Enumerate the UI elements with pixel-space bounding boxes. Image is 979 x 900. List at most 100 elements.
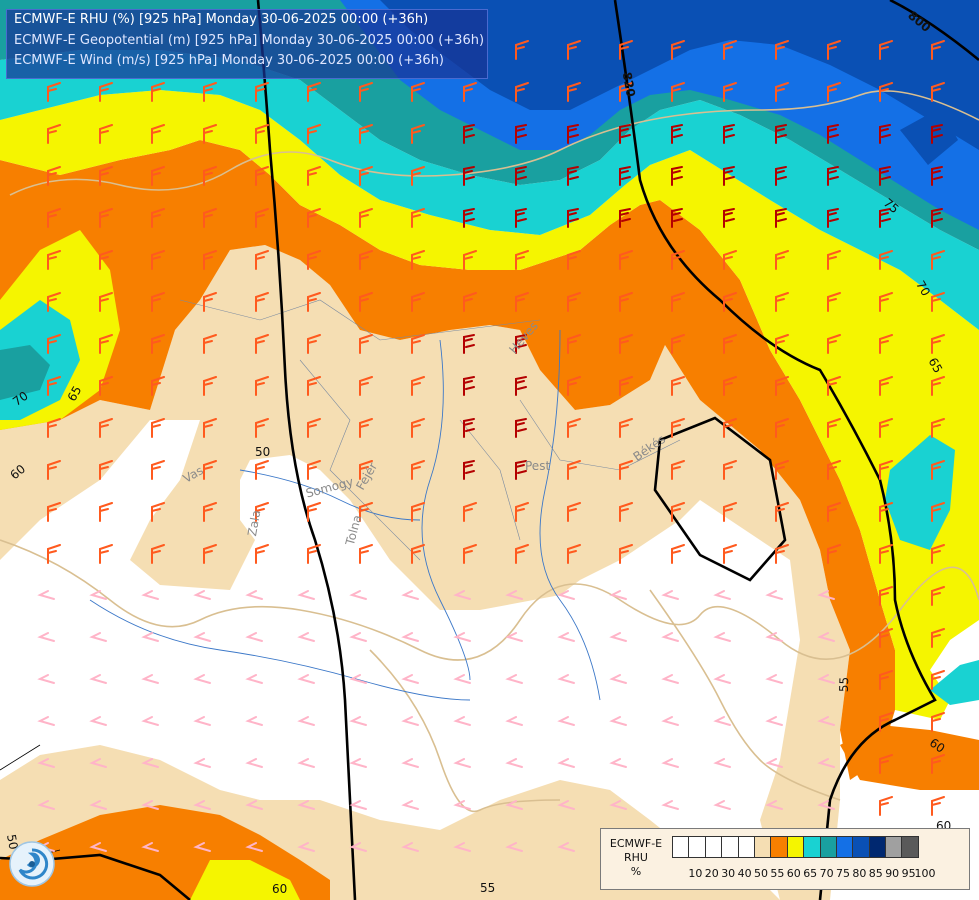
wind-barb	[463, 460, 475, 480]
wind-barb	[931, 460, 945, 480]
wind-barb	[619, 334, 633, 354]
wind-barb	[515, 40, 529, 60]
wind-barb	[879, 166, 891, 186]
wind-barb	[619, 460, 633, 480]
legend-tick-label: 10	[688, 867, 703, 880]
wind-barb	[359, 544, 373, 564]
wind-barb	[359, 208, 373, 228]
rhu-title: ECMWF-E RHU (%) [925 hPa] Monday 30-06-2…	[14, 12, 429, 27]
legend-swatch	[770, 836, 788, 858]
wind-barb	[141, 632, 159, 642]
wind-barb	[151, 460, 165, 480]
legend-tick-label: 80	[852, 867, 867, 880]
legend-swatches	[672, 836, 919, 858]
wind-barb	[515, 460, 527, 480]
wind-barb	[37, 632, 55, 642]
wind-barb	[37, 590, 55, 600]
wind-barb	[203, 502, 217, 522]
wind-barb	[203, 124, 217, 144]
wind-barb	[89, 674, 107, 684]
legend-model: ECMWF-E	[609, 837, 663, 850]
wind-barb	[297, 800, 315, 810]
wind-barb	[827, 250, 841, 270]
wind-barb	[567, 334, 581, 354]
wind-barb	[931, 166, 943, 186]
wind-barb	[203, 418, 217, 438]
wind-barb	[723, 460, 737, 480]
wind-barb	[307, 250, 321, 270]
wind-barb	[931, 292, 945, 312]
rhu-label: 55	[837, 677, 852, 693]
wind-barb	[307, 208, 321, 228]
wind-barb	[89, 800, 107, 810]
wind-barb	[151, 292, 165, 312]
wind-barb	[349, 842, 367, 852]
wind-barb	[255, 82, 269, 102]
wind-barb	[193, 800, 211, 810]
wind-barb	[255, 166, 269, 186]
rhu-band-60-65	[0, 90, 979, 720]
legend-tick-label: 95	[901, 867, 916, 880]
wind-barb	[453, 716, 471, 726]
wind-barb	[99, 82, 113, 102]
country-borders	[0, 90, 979, 813]
rhu-band-80-85	[380, 0, 979, 150]
wind-barb	[203, 460, 217, 480]
wind-barb	[37, 800, 55, 810]
wind-barb	[827, 208, 839, 228]
wind-barb	[99, 292, 113, 312]
wind-barb	[255, 418, 269, 438]
wind-barb	[619, 124, 631, 144]
wind-barb	[931, 208, 943, 228]
wind-barb	[827, 292, 841, 312]
wind-barb	[349, 800, 367, 810]
geopotential-820-line	[256, 0, 357, 900]
wind-barb	[307, 124, 321, 144]
legend-tick-label: 90	[885, 867, 900, 880]
wind-barb	[879, 754, 893, 774]
wind-barb	[817, 632, 835, 642]
county-borders	[179, 299, 681, 561]
wind-barb	[245, 800, 263, 810]
wind-barb	[931, 124, 943, 144]
wind-barb	[879, 502, 893, 522]
wind-barb	[307, 292, 321, 312]
geopotential-800-line	[889, 0, 979, 62]
legend-swatch	[672, 836, 690, 858]
wind-barb	[765, 800, 783, 810]
wind-barb	[151, 334, 165, 354]
wind-barb	[879, 796, 893, 816]
wind-barb	[827, 40, 841, 60]
rhu-band-70-75-west	[0, 345, 50, 400]
legend-swatch	[688, 836, 706, 858]
rhu-label: 65	[925, 355, 945, 375]
wind-barb	[411, 418, 425, 438]
wind-barb	[505, 716, 523, 726]
wind-barb	[99, 208, 113, 228]
wind-barb	[879, 40, 893, 60]
wind-barb	[765, 758, 783, 768]
wind-barb	[203, 292, 217, 312]
wind-barb	[567, 40, 581, 60]
wind-barb	[515, 292, 529, 312]
legend-title: ECMWF-E RHU %	[605, 837, 667, 879]
rhu-band-60-65-south	[190, 860, 300, 900]
wind-barb	[661, 590, 679, 600]
wind-barb	[713, 590, 731, 600]
wind-barb	[359, 82, 373, 102]
wind-barb	[567, 376, 581, 396]
wind-barb	[619, 418, 633, 438]
wind-barb	[401, 842, 419, 852]
wind-barb	[255, 544, 269, 564]
wind-barb	[297, 758, 315, 768]
wind-barb	[193, 758, 211, 768]
wind-barb	[879, 712, 893, 732]
wind-barb	[245, 842, 263, 852]
wind-barb	[619, 544, 633, 564]
wind-barb	[255, 208, 269, 228]
wind-barb	[505, 632, 523, 642]
wind-barb	[411, 166, 425, 186]
wind-barb	[463, 82, 477, 102]
geopotential-closed-low	[653, 416, 787, 582]
wind-barb	[411, 292, 425, 312]
